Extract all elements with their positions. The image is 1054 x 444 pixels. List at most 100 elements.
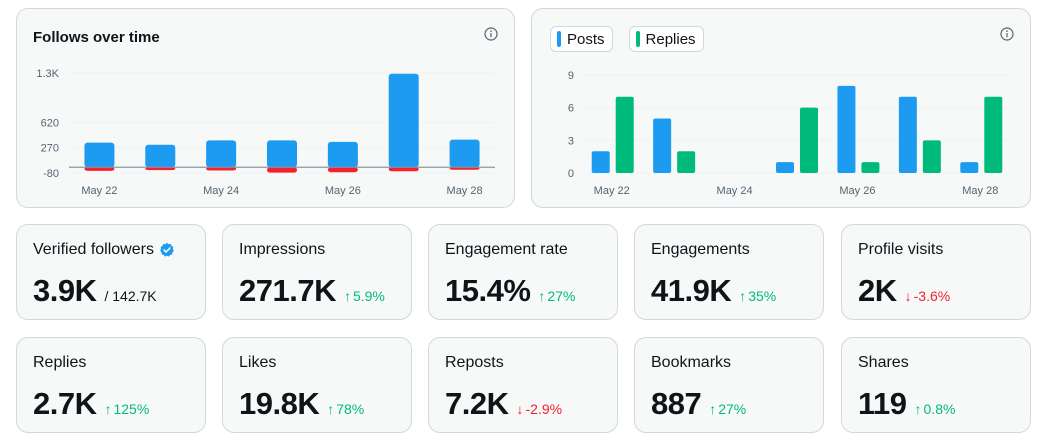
y-tick-label: -80 <box>43 168 59 180</box>
legend-posts-label: Posts <box>567 30 605 48</box>
info-icon[interactable] <box>484 27 498 41</box>
stat-change: ↑ 27% <box>538 288 575 304</box>
stat-value-row: 19.8K ↑ 78% <box>239 386 364 422</box>
y-tick-label: 3 <box>568 135 574 147</box>
posts-bar[interactable] <box>898 96 917 173</box>
arrow-up-icon: ↑ <box>343 288 351 304</box>
posts-bar[interactable] <box>776 162 794 173</box>
stat-value-row: 2.7K ↑ 125% <box>33 386 149 422</box>
stat-value: 2.7K <box>33 386 97 421</box>
stat-label: Likes <box>239 354 277 371</box>
stat-card-reposts[interactable]: Reposts 7.2K ↓ -2.9% <box>428 337 618 433</box>
stat-value: 2K <box>858 273 897 308</box>
legend-posts[interactable]: Posts <box>550 26 613 52</box>
follows-chart-card: Follows over time 1.3K 620 270 -80 May 22 May… <box>16 8 515 208</box>
x-tick-label: May 26 <box>325 185 361 197</box>
replies-bar[interactable] <box>984 96 1003 173</box>
stat-card-profile-visits[interactable]: Profile visits 2K ↓ -3.6% <box>841 224 1031 320</box>
stat-label: Shares <box>858 354 909 371</box>
replies-bar[interactable] <box>615 96 634 173</box>
posts-bar[interactable] <box>653 118 672 173</box>
stat-change: ↑ 5.9% <box>344 288 385 304</box>
unfollows-bar[interactable] <box>84 167 115 171</box>
stat-change-value: 78% <box>336 401 365 417</box>
stat-change-value: 27% <box>547 288 576 304</box>
arrow-up-icon: ↑ <box>538 288 546 304</box>
unfollows-bar[interactable] <box>388 167 419 172</box>
stat-card-impressions[interactable]: Impressions 271.7K ↑ 5.9% <box>222 224 412 320</box>
stat-card-bookmarks[interactable]: Bookmarks 887 ↑ 27% <box>634 337 824 433</box>
follows-bar[interactable] <box>388 73 419 168</box>
follows-bar[interactable] <box>84 142 115 168</box>
stat-card-engagements[interactable]: Engagements 41.9K ↑ 35% <box>634 224 824 320</box>
follows-bar-chart: 1.3K 620 270 -80 May 22 May 24 May 26 May 28 <box>36 68 495 197</box>
stat-value-row: 15.4% ↑ 27% <box>445 273 575 309</box>
stat-card-verified-followers[interactable]: Verified followers 3.9K / 142.7K <box>16 224 206 320</box>
stat-value: 271.7K <box>239 273 336 308</box>
arrow-down-icon: ↓ <box>904 288 912 304</box>
unfollows-bar[interactable] <box>145 167 176 171</box>
stat-label: Reposts <box>445 354 504 371</box>
stat-change: ↓ -2.9% <box>516 401 562 417</box>
posts-replies-bar-chart: 9 6 3 0 May 22 May 24 May 26 May 28 <box>568 70 1012 197</box>
info-icon[interactable] <box>1000 27 1014 41</box>
legend-replies-label: Replies <box>645 30 696 48</box>
stat-label: Verified followers <box>33 241 154 258</box>
replies-bar[interactable] <box>861 162 880 173</box>
x-tick-label: May 24 <box>203 185 239 197</box>
unfollows-bar[interactable] <box>267 167 297 173</box>
unfollows-bar[interactable] <box>449 167 480 170</box>
stat-change: ↓ -3.6% <box>905 288 951 304</box>
posts-replies-chart-card: Posts Replies 9 6 3 0 May 22 May 24 May 26 May … <box>531 8 1031 208</box>
stat-label: Profile visits <box>858 241 944 258</box>
legend-posts-swatch <box>557 31 561 47</box>
y-tick-label: 0 <box>568 168 574 180</box>
stat-change: ↑ 35% <box>739 288 776 304</box>
stat-value-row: 41.9K ↑ 35% <box>651 273 776 309</box>
x-tick-label: May 22 <box>81 185 117 197</box>
posts-bar[interactable] <box>960 162 979 173</box>
follows-bar[interactable] <box>206 140 237 168</box>
stat-card-likes[interactable]: Likes 19.8K ↑ 78% <box>222 337 412 433</box>
legend-replies[interactable]: Replies <box>628 26 704 52</box>
legend-replies-swatch <box>635 31 640 47</box>
arrow-down-icon: ↓ <box>516 401 524 417</box>
stat-total: / 142.7K <box>104 288 157 304</box>
stat-label: Bookmarks <box>651 354 732 371</box>
y-tick-label: 270 <box>41 143 59 155</box>
replies-bar[interactable] <box>922 140 941 173</box>
posts-bar[interactable] <box>837 85 856 173</box>
x-tick-label: May 28 <box>447 185 483 197</box>
stat-change-value: -3.6% <box>913 288 951 304</box>
stat-value-row: 887 ↑ 27% <box>651 386 746 422</box>
stat-value: 3.9K <box>33 273 97 308</box>
stat-value: 19.8K <box>239 386 320 421</box>
follows-bar[interactable] <box>327 141 358 168</box>
replies-bar[interactable] <box>800 107 818 173</box>
follows-chart-title: Follows over time <box>33 29 160 46</box>
unfollows-bar[interactable] <box>327 167 358 173</box>
stat-change: ↑ 125% <box>104 401 149 417</box>
follows-bar[interactable] <box>267 140 297 168</box>
x-tick-label: May 28 <box>962 185 998 197</box>
posts-bar[interactable] <box>591 151 610 173</box>
stat-value-row: 119 ↑ 0.8% <box>858 386 955 422</box>
stat-label: Impressions <box>239 241 326 258</box>
follows-bar[interactable] <box>449 139 480 168</box>
replies-bar[interactable] <box>677 151 696 173</box>
stat-label-wrap: Verified followers <box>33 241 175 259</box>
stat-change: ↑ 0.8% <box>915 401 956 417</box>
stat-card-engagement-rate[interactable]: Engagement rate 15.4% ↑ 27% <box>428 224 618 320</box>
arrow-up-icon: ↑ <box>739 288 747 304</box>
stat-value: 887 <box>651 386 702 421</box>
stat-label: Replies <box>33 354 87 371</box>
x-tick-label: May 22 <box>594 185 630 197</box>
y-tick-label: 620 <box>41 117 59 129</box>
y-tick-label: 1.3K <box>36 68 59 80</box>
stat-card-replies[interactable]: Replies 2.7K ↑ 125% <box>16 337 206 433</box>
stat-card-shares[interactable]: Shares 119 ↑ 0.8% <box>841 337 1031 433</box>
y-tick-label: 9 <box>568 70 574 82</box>
stat-value: 119 <box>858 386 907 421</box>
unfollows-bar[interactable] <box>206 167 237 171</box>
follows-bar[interactable] <box>145 144 176 168</box>
